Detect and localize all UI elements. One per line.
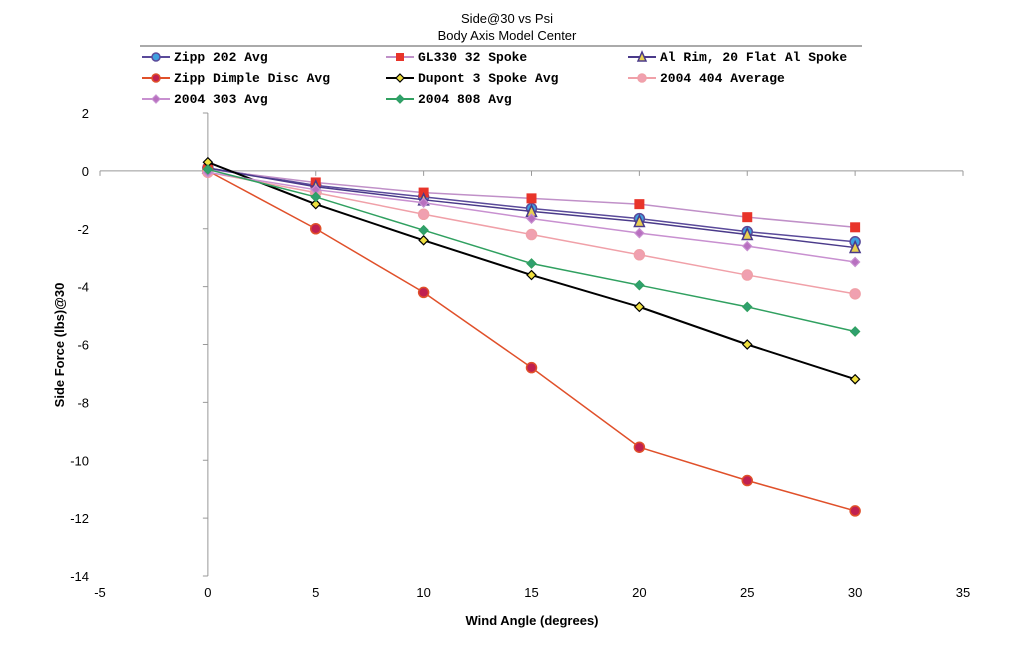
data-point <box>849 373 861 385</box>
data-point <box>634 199 645 210</box>
legend-item: 2004 808 Avg <box>386 92 512 107</box>
data-point <box>310 223 322 235</box>
x-tick-label: 20 <box>632 585 646 600</box>
legend-label: Zipp 202 Avg <box>174 50 268 65</box>
x-tick-label: 35 <box>956 585 970 600</box>
legend-marker <box>395 73 405 83</box>
x-tick-label: 15 <box>524 585 538 600</box>
data-point <box>202 164 214 175</box>
legend-label: Al Rim, 20 Flat Al Spoke <box>660 50 847 65</box>
legend-marker <box>396 53 404 61</box>
legend-item: Zipp Dimple Disc Avg <box>142 71 330 86</box>
data-point <box>526 258 537 269</box>
data-point <box>526 193 537 204</box>
data-point <box>849 326 861 337</box>
data-point <box>741 269 753 281</box>
legend-item: Al Rim, 20 Flat Al Spoke <box>628 50 847 65</box>
y-tick-label: -12 <box>70 511 89 526</box>
data-point <box>526 269 537 281</box>
data-point <box>634 279 645 291</box>
chart-title: Side@30 vs Psi <box>461 11 553 26</box>
series-7 <box>202 164 861 337</box>
data-point <box>848 239 862 254</box>
y-tick-label: -2 <box>77 222 89 237</box>
legend-label: 2004 303 Avg <box>174 92 268 107</box>
data-point <box>849 256 861 268</box>
legend-label: Dupont 3 Spoke Avg <box>418 71 559 86</box>
x-tick-label: 5 <box>312 585 319 600</box>
x-tick-label: 30 <box>848 585 862 600</box>
data-point <box>310 198 322 210</box>
data-point <box>525 361 538 374</box>
data-point <box>418 224 429 236</box>
data-point <box>418 234 429 246</box>
legend-label: 2004 808 Avg <box>418 92 512 107</box>
x-tick-label: 25 <box>740 585 754 600</box>
series-3 <box>202 165 861 517</box>
y-tick-label: -6 <box>77 338 89 353</box>
data-point <box>418 197 429 209</box>
data-point <box>849 288 861 300</box>
legend-marker <box>636 50 648 62</box>
y-tick-label: -8 <box>77 395 89 410</box>
y-tick-label: 2 <box>82 106 89 121</box>
legend-label: Zipp Dimple Disc Avg <box>174 71 330 86</box>
legend-label: GL330 32 Spoke <box>418 50 527 65</box>
legend-item: GL330 32 Spoke <box>386 50 527 65</box>
data-point <box>634 301 645 313</box>
data-point <box>633 213 646 228</box>
data-point <box>633 441 646 453</box>
data-point <box>525 228 538 241</box>
data-point <box>310 191 322 203</box>
legend-item: 2004 404 Average <box>628 71 785 86</box>
data-point <box>742 212 753 223</box>
legend-marker <box>151 52 161 62</box>
legend-label: 2004 404 Average <box>660 71 785 86</box>
x-tick-label: -5 <box>94 585 106 600</box>
x-axis-label: Wind Angle (degrees) <box>465 613 598 628</box>
data-point <box>417 286 430 299</box>
legend-item: Zipp 202 Avg <box>142 50 268 65</box>
data-point <box>741 240 753 252</box>
y-tick-label: -14 <box>70 569 89 584</box>
data-point <box>741 339 753 350</box>
series-4 <box>202 156 861 385</box>
legend-item: 2004 303 Avg <box>142 92 268 107</box>
data-point <box>634 227 645 239</box>
legend-marker <box>151 94 161 104</box>
x-tick-label: 10 <box>416 585 430 600</box>
chart-subtitle: Body Axis Model Center <box>438 28 577 43</box>
data-point <box>741 226 754 241</box>
legend-item: Dupont 3 Spoke Avg <box>386 71 559 86</box>
y-tick-label: -10 <box>70 453 89 468</box>
data-point <box>741 301 753 313</box>
data-point <box>633 249 646 261</box>
legend-marker <box>151 73 161 83</box>
legend-marker <box>395 94 405 104</box>
data-point <box>741 474 753 487</box>
data-point <box>417 208 430 221</box>
data-point <box>526 213 537 224</box>
legend-marker <box>637 73 647 83</box>
y-tick-label: 0 <box>82 164 89 179</box>
x-tick-label: 0 <box>204 585 211 600</box>
y-axis-label: Side Force (lbs)@30 <box>52 283 67 408</box>
data-point <box>850 222 861 233</box>
data-point <box>849 505 861 517</box>
y-tick-label: -4 <box>77 280 89 295</box>
